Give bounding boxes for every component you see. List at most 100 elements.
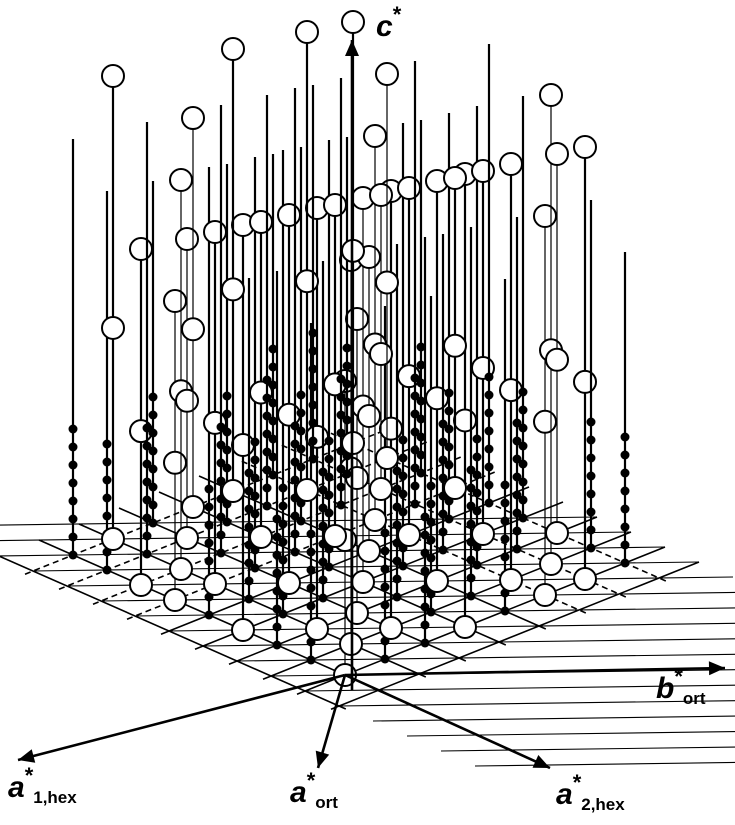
filled-node	[142, 477, 152, 487]
filled-node	[620, 558, 630, 568]
filled-node	[426, 535, 436, 545]
filled-node	[398, 435, 408, 445]
open-node	[539, 552, 563, 576]
open-node	[471, 522, 495, 546]
filled-node	[296, 426, 306, 436]
filled-node	[68, 478, 78, 488]
filled-node	[278, 501, 288, 511]
open-node	[305, 617, 329, 641]
a-ort-axis-head	[315, 750, 330, 768]
filled-node	[398, 561, 408, 571]
filled-node	[426, 607, 436, 617]
filled-node	[392, 520, 402, 530]
open-node	[533, 204, 557, 228]
grid-line	[0, 531, 632, 542]
open-node	[221, 479, 245, 503]
filled-node	[68, 514, 78, 524]
filled-node	[68, 442, 78, 452]
filled-node	[410, 391, 420, 401]
filled-node	[512, 418, 522, 428]
open-node	[323, 524, 347, 548]
open-node	[169, 557, 193, 581]
filled-node	[398, 453, 408, 463]
filled-node	[148, 482, 158, 492]
open-node	[357, 539, 381, 563]
filled-node	[222, 445, 232, 455]
filled-node	[426, 499, 436, 509]
filled-node	[392, 466, 402, 476]
filled-node	[410, 481, 420, 491]
filled-node	[438, 527, 448, 537]
filled-node	[342, 397, 352, 407]
filled-node	[518, 477, 528, 487]
filled-node	[216, 440, 226, 450]
filled-node	[336, 374, 346, 384]
filled-node	[336, 410, 346, 420]
filled-node	[296, 444, 306, 454]
filled-node	[500, 498, 510, 508]
filled-node	[204, 556, 214, 566]
grid-line	[0, 516, 598, 526]
filled-node	[380, 564, 390, 574]
c-star-axis-label: c*	[376, 2, 402, 43]
open-node	[545, 142, 569, 166]
filled-node	[324, 508, 334, 518]
filled-node	[262, 393, 272, 403]
filled-node	[444, 514, 454, 524]
filled-node	[444, 388, 454, 398]
filled-node	[244, 594, 254, 604]
filled-node	[512, 544, 522, 554]
open-node	[453, 408, 477, 433]
b-ort-axis	[344, 666, 726, 677]
filled-node	[438, 455, 448, 465]
filled-node	[586, 435, 596, 445]
filled-node	[392, 502, 402, 512]
filled-node	[420, 512, 430, 522]
filled-node	[318, 575, 328, 585]
filled-node	[318, 521, 328, 531]
filled-node	[272, 622, 282, 632]
filled-node	[512, 490, 522, 500]
filled-node	[268, 434, 278, 444]
filled-node	[262, 411, 272, 421]
filled-node	[318, 503, 328, 513]
filled-node	[500, 606, 510, 616]
filled-node	[204, 502, 214, 512]
filled-node	[518, 459, 528, 469]
filled-node	[518, 513, 528, 523]
filled-node	[500, 552, 510, 562]
filled-node	[250, 437, 260, 447]
grid-line	[236, 653, 735, 662]
filled-node	[420, 566, 430, 576]
filled-node	[416, 342, 426, 352]
open-node	[533, 409, 557, 434]
open-node	[175, 388, 199, 413]
filled-node	[290, 547, 300, 557]
filled-node	[398, 471, 408, 481]
filled-node	[318, 593, 328, 603]
open-node	[221, 277, 245, 302]
filled-node	[278, 483, 288, 493]
grid-line	[296, 546, 666, 695]
open-node	[573, 567, 597, 591]
grid-line	[126, 471, 496, 620]
filled-node	[306, 565, 316, 575]
open-node	[375, 62, 399, 86]
filled-node	[268, 344, 278, 354]
filled-node	[262, 429, 272, 439]
filled-node	[148, 446, 158, 456]
filled-node	[306, 583, 316, 593]
filled-node	[222, 517, 232, 527]
filled-node	[416, 432, 426, 442]
open-node	[471, 159, 495, 183]
open-node	[181, 106, 205, 130]
filled-node	[272, 604, 282, 614]
filled-node	[380, 582, 390, 592]
filled-node	[512, 508, 522, 518]
grid-line	[338, 700, 735, 707]
a1-hex-axis	[17, 673, 346, 762]
a-ort-axis	[316, 674, 347, 769]
c-star-axis-head	[345, 40, 359, 56]
open-node	[203, 220, 227, 244]
filled-node	[324, 454, 334, 464]
